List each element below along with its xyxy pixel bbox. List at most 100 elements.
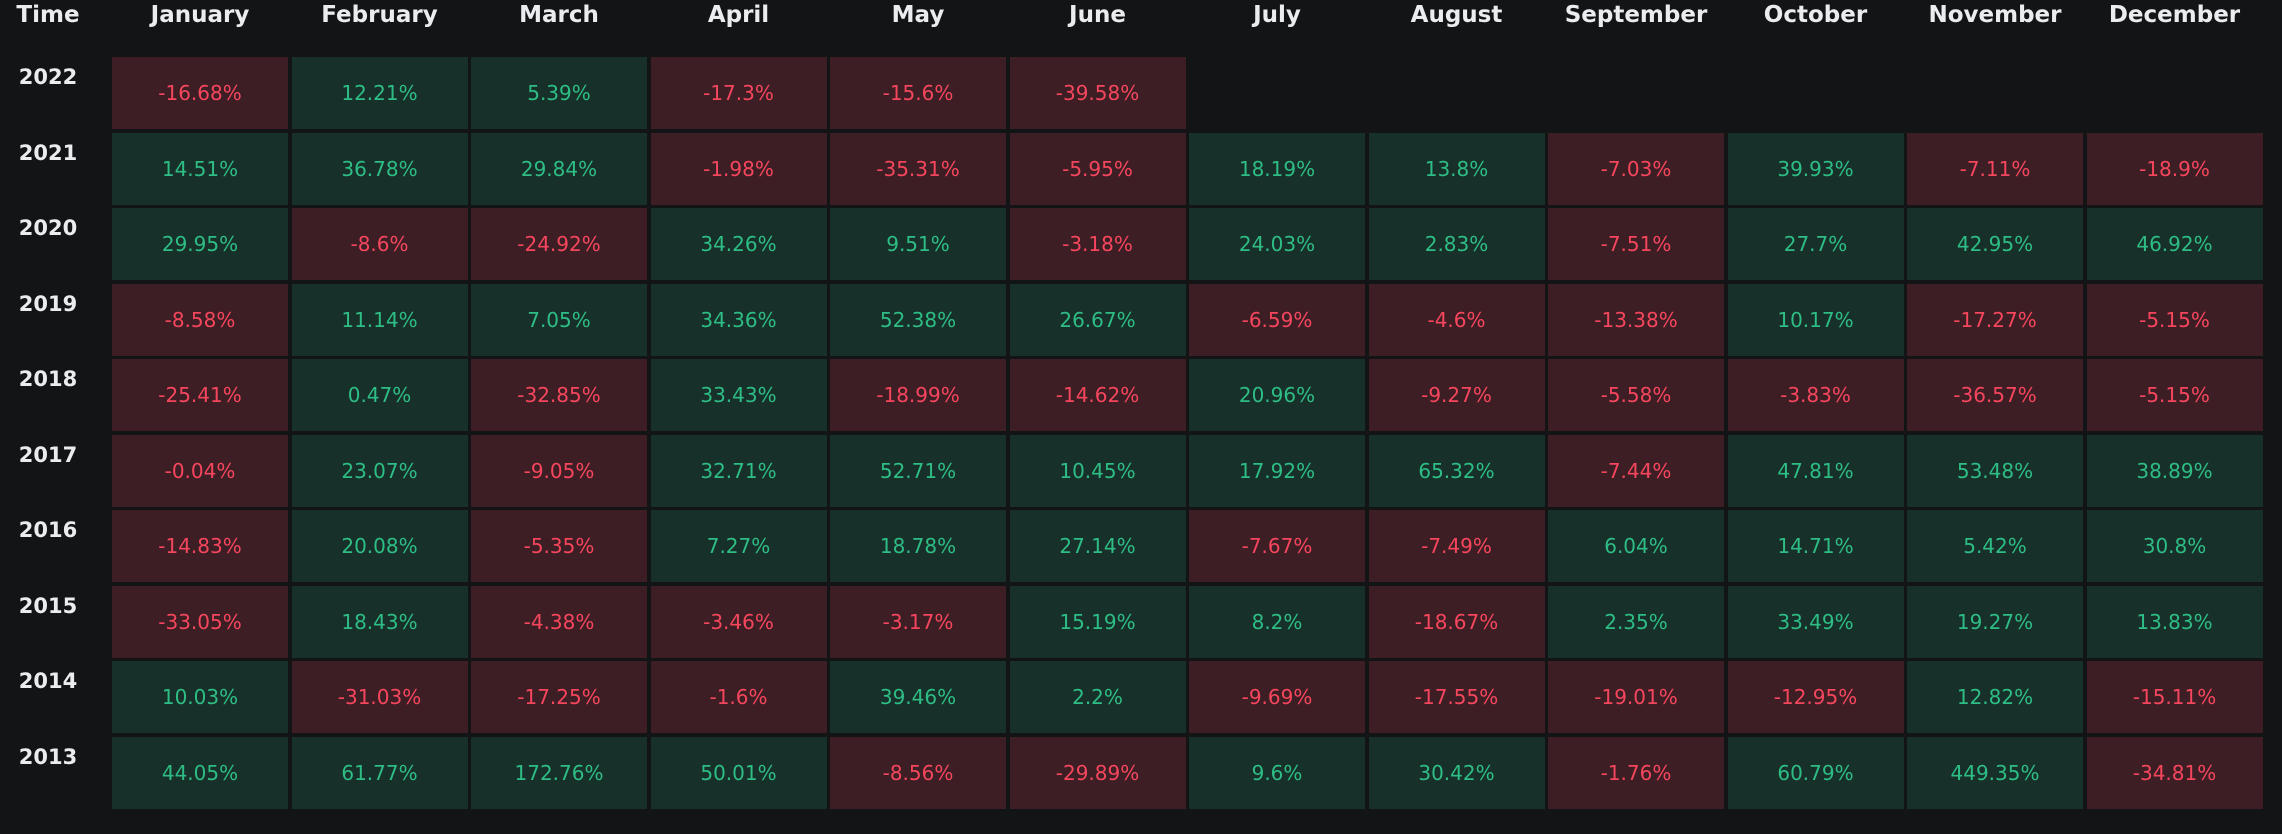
year-label-2021: 2021 xyxy=(18,140,78,165)
return-cell-2018-august: -9.27% xyxy=(1368,359,1545,431)
year-label-2013: 2013 xyxy=(18,744,78,769)
return-cell-2016-april: 7.27% xyxy=(650,510,827,582)
month-header-june: June xyxy=(1069,2,1126,28)
return-cell-2016-september: 6.04% xyxy=(1548,510,1724,582)
return-cell-2014-december: -15.11% xyxy=(2086,661,2263,733)
return-cell-2019-november: -17.27% xyxy=(1907,283,2083,356)
return-cell-2020-may: 9.51% xyxy=(830,208,1006,280)
return-cell-2015-july: 8.2% xyxy=(1189,585,1365,658)
return-cell-2017-april: 32.71% xyxy=(650,434,827,507)
return-cell-2018-march: -32.85% xyxy=(471,359,647,431)
return-cell-2017-july: 17.92% xyxy=(1189,434,1365,507)
month-header-january: January xyxy=(150,2,250,28)
return-cell-2017-december: 38.89% xyxy=(2086,434,2263,507)
return-cell-2020-november: 42.95% xyxy=(1907,208,2083,280)
return-cell-2019-february: 11.14% xyxy=(291,283,468,356)
return-cell-2013-april: 50.01% xyxy=(650,736,827,809)
return-cell-2014-october: -12.95% xyxy=(1727,661,1904,733)
return-cell-2017-march: -9.05% xyxy=(471,434,647,507)
return-cell-2021-november: -7.11% xyxy=(1907,132,2083,205)
return-cell-2015-june: 15.19% xyxy=(1009,585,1186,658)
return-cell-2020-june: -3.18% xyxy=(1009,208,1186,280)
return-cell-2021-december: -18.9% xyxy=(2086,132,2263,205)
return-cell-2015-september: 2.35% xyxy=(1548,585,1724,658)
return-cell-2016-june: 27.14% xyxy=(1009,510,1186,582)
return-cell-2017-june: 10.45% xyxy=(1009,434,1186,507)
year-label-2014: 2014 xyxy=(18,669,78,693)
year-label-2015: 2015 xyxy=(18,593,78,618)
return-cell-2019-june: 26.67% xyxy=(1009,283,1186,356)
return-cell-2014-april: -1.6% xyxy=(650,661,827,733)
month-header-september: September xyxy=(1564,2,1708,28)
return-cell-2013-november: 449.35% xyxy=(1907,736,2083,809)
return-cell-2017-january: -0.04% xyxy=(112,434,288,507)
return-cell-2014-november: 12.82% xyxy=(1907,661,2083,733)
return-cell-2016-february: 20.08% xyxy=(291,510,468,582)
return-cell-2014-july: -9.69% xyxy=(1189,661,1365,733)
year-label-2016: 2016 xyxy=(18,518,78,542)
return-cell-2014-june: 2.2% xyxy=(1009,661,1186,733)
month-header-december: December xyxy=(2108,2,2241,28)
return-cell-2020-april: 34.26% xyxy=(650,208,827,280)
return-cell-2016-december: 30.8% xyxy=(2086,510,2263,582)
return-cell-2017-august: 65.32% xyxy=(1368,434,1545,507)
return-cell-2014-february: -31.03% xyxy=(291,661,468,733)
return-cell-2013-february: 61.77% xyxy=(291,736,468,809)
return-cell-2021-august: 13.8% xyxy=(1368,132,1545,205)
return-cell-2019-december: -5.15% xyxy=(2086,283,2263,356)
return-cell-2021-july: 18.19% xyxy=(1189,132,1365,205)
return-cell-2019-august: -4.6% xyxy=(1368,283,1545,356)
return-cell-2018-may: -18.99% xyxy=(830,359,1006,431)
return-cell-2015-january: -33.05% xyxy=(112,585,288,658)
return-cell-2019-july: -6.59% xyxy=(1189,283,1365,356)
return-cell-2020-march: -24.92% xyxy=(471,208,647,280)
return-cell-2018-january: -25.41% xyxy=(112,359,288,431)
month-header-october: October xyxy=(1763,2,1868,28)
return-cell-2015-may: -3.17% xyxy=(830,585,1006,658)
return-cell-2019-october: 10.17% xyxy=(1727,283,1904,356)
return-cell-2014-january: 10.03% xyxy=(112,661,288,733)
month-header-august: August xyxy=(1410,2,1503,28)
return-cell-2013-may: -8.56% xyxy=(830,736,1006,809)
return-cell-2016-november: 5.42% xyxy=(1907,510,2083,582)
return-cell-2020-august: 2.83% xyxy=(1368,208,1545,280)
month-header-july: July xyxy=(1253,2,1301,28)
year-label-2017: 2017 xyxy=(18,442,78,467)
month-header-may: May xyxy=(891,2,945,28)
return-cell-2022-april: -17.3% xyxy=(650,57,827,129)
return-cell-2021-january: 14.51% xyxy=(112,132,288,205)
month-header-april: April xyxy=(707,2,770,28)
return-cell-2021-june: -5.95% xyxy=(1009,132,1186,205)
return-cell-2014-may: 39.46% xyxy=(830,661,1006,733)
time-column-header: Time xyxy=(16,2,80,28)
return-cell-2019-january: -8.58% xyxy=(112,283,288,356)
return-cell-2013-june: -29.89% xyxy=(1009,736,1186,809)
month-header-february: February xyxy=(321,2,438,28)
return-cell-2018-december: -5.15% xyxy=(2086,359,2263,431)
return-cell-2019-may: 52.38% xyxy=(830,283,1006,356)
year-label-2022: 2022 xyxy=(18,65,78,89)
return-cell-2019-september: -13.38% xyxy=(1548,283,1724,356)
month-header-march: March xyxy=(519,2,599,28)
return-cell-2016-july: -7.67% xyxy=(1189,510,1365,582)
return-cell-2015-december: 13.83% xyxy=(2086,585,2263,658)
return-cell-2016-march: -5.35% xyxy=(471,510,647,582)
return-cell-2014-march: -17.25% xyxy=(471,661,647,733)
return-cell-2013-july: 9.6% xyxy=(1189,736,1365,809)
return-cell-2015-august: -18.67% xyxy=(1368,585,1545,658)
return-cell-2016-may: 18.78% xyxy=(830,510,1006,582)
return-cell-2020-february: -8.6% xyxy=(291,208,468,280)
return-cell-2021-may: -35.31% xyxy=(830,132,1006,205)
return-cell-2022-may: -15.6% xyxy=(830,57,1006,129)
return-cell-2020-september: -7.51% xyxy=(1548,208,1724,280)
return-cell-2018-september: -5.58% xyxy=(1548,359,1724,431)
return-cell-2013-january: 44.05% xyxy=(112,736,288,809)
return-cell-2020-december: 46.92% xyxy=(2086,208,2263,280)
return-cell-2020-october: 27.7% xyxy=(1727,208,1904,280)
month-header-november: November xyxy=(1928,2,2062,28)
return-cell-2014-september: -19.01% xyxy=(1548,661,1724,733)
return-cell-2016-january: -14.83% xyxy=(112,510,288,582)
return-cell-2015-october: 33.49% xyxy=(1727,585,1904,658)
return-cell-2018-october: -3.83% xyxy=(1727,359,1904,431)
return-cell-2017-september: -7.44% xyxy=(1548,434,1724,507)
